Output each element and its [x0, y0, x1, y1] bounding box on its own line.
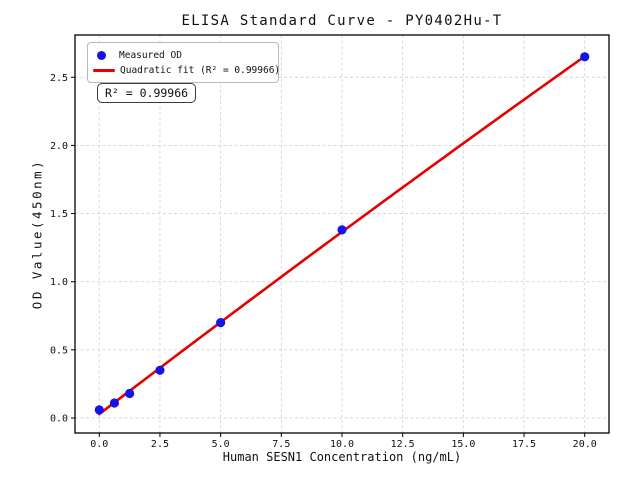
y-axis-label: OD Value(450nm) [29, 158, 45, 310]
legend-label-measured-od: Measured OD [119, 49, 182, 61]
x-tick-label: 20.0 [573, 439, 597, 450]
legend: Measured OD Quadratic fit (R² = 0.99966) [87, 42, 280, 83]
scatter-marker-icon [97, 50, 106, 60]
plot-frame [74, 34, 610, 434]
x-tick-label: 10.0 [330, 439, 354, 450]
data-point [155, 365, 165, 375]
legend-item-measured-od: Measured OD [92, 48, 273, 62]
x-tick-label: 0.0 [90, 439, 108, 450]
x-tick-label: 5.0 [212, 439, 230, 450]
y-tick-label: 0.0 [50, 414, 68, 425]
data-point [125, 388, 135, 399]
legend-item-quadratic-fit: Quadratic fit (R² = 0.99966) [92, 63, 280, 77]
data-point [337, 225, 347, 235]
y-tick-label: 2.5 [50, 73, 68, 84]
x-tick-label: 15.0 [451, 439, 475, 450]
x-tick-label: 2.5 [151, 439, 169, 450]
y-tick-label: 1.5 [50, 209, 68, 220]
r-squared-annotation: R² = 0.99966 [97, 83, 197, 103]
measured-od-points [94, 52, 590, 415]
fit-line-marker-icon [93, 68, 115, 72]
data-point [580, 52, 590, 62]
x-tick-label: 17.5 [512, 439, 536, 450]
x-tick-label: 7.5 [272, 439, 290, 450]
x-axis-label: Human SESN1 Concentration (ng/mL) [222, 450, 462, 464]
chart-title: ELISA Standard Curve - PY0402Hu-T [181, 13, 503, 29]
tick-labels: 0.0 2.5 5.0 7.5 10.0 12.5 15.0 17.5 20.0 0.0 0.5 1.… [50, 73, 597, 450]
y-tick-label: 0.5 [50, 345, 68, 356]
axis-ticks [71, 76, 586, 437]
y-tick-label: 1.0 [50, 277, 68, 288]
legend-label-quadratic-fit: Quadratic fit (R² = 0.99966) [120, 64, 281, 76]
data-point [216, 317, 226, 328]
data-point [94, 405, 104, 415]
x-tick-label: 12.5 [391, 439, 415, 450]
data-point [109, 398, 120, 408]
y-tick-label: 2.0 [50, 141, 68, 152]
